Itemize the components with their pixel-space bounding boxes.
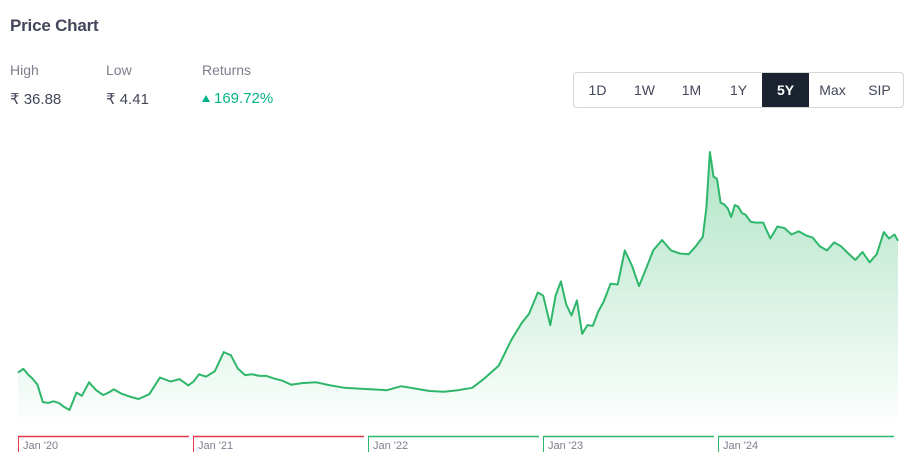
range-button-1m[interactable]: 1M (681, 82, 702, 98)
returns-value: 169.72% (214, 90, 274, 107)
range-button-max[interactable]: Max (819, 82, 846, 98)
up-arrow-icon (202, 95, 210, 102)
range-button-sip[interactable]: SIP (868, 82, 891, 98)
low-label: Low (106, 62, 132, 78)
price-line (17, 151, 899, 411)
year-segment: Jan '20 (18, 435, 189, 452)
year-segment: Jan '24 (718, 435, 894, 452)
range-button-1d[interactable]: 1D (588, 82, 607, 98)
low-stat: Low ₹ 4.41 (106, 62, 149, 108)
time-range-selector: 1D 1W 1M 1Y 5Y Max SIP (573, 72, 904, 108)
year-segment: Jan '21 (193, 435, 364, 452)
returns-stat: Returns 169.72% (202, 62, 273, 107)
year-label: Jan '20 (23, 440, 58, 452)
year-label: Jan '23 (548, 440, 583, 452)
low-value: ₹ 4.41 (106, 91, 149, 108)
high-label: High (10, 62, 39, 78)
range-button-1y[interactable]: 1Y (729, 82, 748, 98)
year-segment: Jan '22 (368, 435, 539, 452)
range-button-1w[interactable]: 1W (634, 82, 655, 98)
price-area-fill (18, 152, 898, 418)
returns-value-row: 169.72% (202, 90, 273, 107)
year-label: Jan '21 (198, 440, 233, 452)
high-stat: High ₹ 36.88 (10, 62, 61, 108)
year-label: Jan '24 (723, 440, 758, 452)
high-value: ₹ 36.88 (10, 91, 62, 108)
year-segment: Jan '23 (543, 435, 714, 452)
year-label: Jan '22 (373, 440, 408, 452)
page-title: Price Chart (10, 16, 99, 35)
returns-label: Returns (202, 62, 252, 78)
range-button-5y[interactable]: 5Y (762, 73, 809, 107)
